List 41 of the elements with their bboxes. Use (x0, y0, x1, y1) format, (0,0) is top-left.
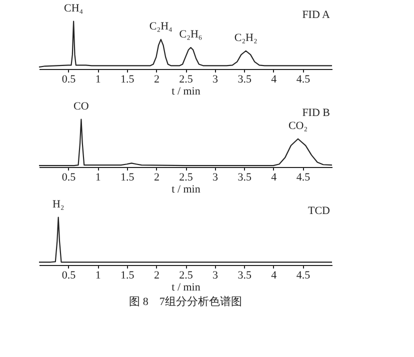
x-tick-label: 4 (271, 74, 278, 86)
annotation: CO₂ (288, 120, 308, 132)
x-tick-label: 3.5 (238, 270, 252, 282)
annotation: C₂H₆ (179, 28, 202, 41)
annotation: C₂H₄ (149, 20, 173, 32)
x-tick-label: 2.5 (179, 270, 194, 282)
x-tick-label: 1 (95, 172, 101, 184)
text: TCD (308, 205, 330, 217)
x-tick-label: 4 (271, 172, 278, 184)
x-tick-label: 4 (271, 270, 278, 282)
annotation: H₂ (52, 198, 64, 210)
text: FID A (302, 9, 330, 21)
x-tick-label: 4.5 (296, 270, 311, 282)
x-tick-label: 2 (154, 74, 160, 86)
x-tick-label: 3 (212, 270, 219, 282)
x-axis-title: t / min (172, 282, 201, 294)
x-tick-label: 4.5 (296, 172, 311, 184)
x-axis-title: t / min (172, 184, 201, 196)
annotation: CO (74, 100, 89, 112)
x-tick-label: 3 (212, 172, 219, 184)
x-tick-label: 2.5 (179, 172, 194, 184)
x-tick-label: 3.5 (238, 74, 252, 86)
x-tick-label: 2 (154, 270, 160, 282)
x-tick-label: 2 (154, 172, 160, 184)
x-tick-label: 0.5 (62, 270, 76, 282)
text: 图 8 7组分分析色谱图 (129, 295, 242, 308)
x-tick-label: 1.5 (120, 270, 135, 282)
x-tick-label: 0.5 (62, 172, 76, 184)
x-tick-label: 2.5 (179, 74, 194, 86)
x-tick-label: 3 (212, 74, 219, 86)
x-tick-label: 0.5 (62, 74, 76, 86)
x-tick-label: 1.5 (120, 172, 135, 184)
text: FID B (302, 107, 330, 119)
x-tick-label: 1.5 (120, 74, 135, 86)
x-axis-title: t / min (172, 86, 201, 98)
annotation: CH₄ (64, 2, 84, 14)
annotation: C₂H₂ (234, 32, 258, 44)
x-tick-label: 1 (95, 270, 101, 282)
x-tick-label: 1 (95, 74, 101, 86)
x-tick-label: 3.5 (238, 172, 252, 184)
x-tick-label: 4.5 (296, 74, 311, 86)
